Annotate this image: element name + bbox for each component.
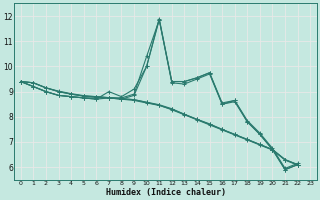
X-axis label: Humidex (Indice chaleur): Humidex (Indice chaleur)	[106, 188, 226, 197]
